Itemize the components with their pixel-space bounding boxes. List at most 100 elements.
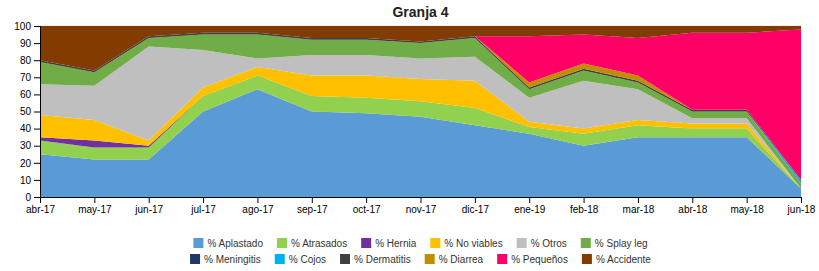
plot: abr-17 may-17 jun-17 jul-17 ago-17 sep-17 oct-…	[14, 21, 816, 215]
tick-label: jun-18	[787, 204, 816, 215]
tick-label: 30	[20, 140, 32, 151]
y-axis: 0 10 20 30 40 50 60 70 80 90 100	[14, 21, 40, 203]
tick-label: abr-17	[26, 204, 55, 215]
tick: 20	[20, 158, 40, 169]
areas	[40, 26, 801, 197]
tick: mar-18	[623, 197, 655, 215]
tick-mark	[34, 146, 40, 147]
tick: may-17	[78, 197, 112, 215]
legend-row: % Aplastado% Atrasados% Hernia% No viabl…	[193, 238, 647, 249]
legend-label: % Atrasados	[291, 238, 347, 249]
legend-item: % Pequeños	[497, 254, 568, 265]
tick-mark	[747, 197, 748, 203]
tick: 70	[20, 72, 40, 83]
legend-item: % Aplastado	[193, 238, 263, 249]
tick: 50	[20, 106, 40, 117]
tick-label: mar-18	[623, 204, 655, 215]
legend-item: % No viables	[430, 238, 502, 249]
legend-item: % Otros	[517, 238, 567, 249]
legend-label: % Accidente	[596, 254, 651, 265]
tick-mark	[34, 60, 40, 61]
axis-line	[34, 27, 41, 198]
tick-mark	[203, 197, 204, 203]
title: Granja 4	[392, 4, 448, 20]
tick: jun-17	[134, 197, 163, 215]
legend-swatch	[193, 238, 203, 248]
legend-swatch	[190, 254, 200, 264]
tick-label: 70	[20, 72, 32, 83]
tick-mark	[257, 197, 258, 203]
tick-mark	[34, 43, 40, 44]
legend: % Aplastado% Atrasados% Hernia% No viabl…	[190, 238, 651, 265]
tick-label: may-17	[78, 204, 112, 215]
tick-label: dic-17	[462, 204, 490, 215]
tick-mark	[529, 197, 530, 203]
legend-label: % Pequeños	[511, 254, 568, 265]
tick: nov-17	[406, 197, 437, 215]
tick-mark	[638, 197, 639, 203]
tick: 90	[20, 38, 40, 49]
legend-item: % Atrasados	[277, 238, 347, 249]
legend-label: % Splay leg	[595, 238, 648, 249]
legend-swatch	[430, 238, 440, 248]
tick-label: nov-17	[406, 204, 437, 215]
legend-swatch	[340, 254, 350, 264]
x-axis: abr-17 may-17 jun-17 jul-17 ago-17 sep-17 oct-…	[26, 197, 816, 215]
tick-mark	[34, 26, 40, 27]
legend-label: % No viables	[444, 238, 502, 249]
tick: ago-17	[242, 197, 274, 215]
legend-item: % Accidente	[582, 254, 651, 265]
tick: jun-18	[787, 197, 816, 215]
tick-label: ene-19	[514, 204, 546, 215]
legend-item: % Meningitis	[190, 254, 261, 265]
legend-row: % Meningitis% Cojos% Dermatitis% Diarrea…	[190, 254, 651, 265]
tick-label: jul-17	[190, 204, 216, 215]
tick-label: feb-18	[570, 204, 599, 215]
tick-mark	[34, 77, 40, 78]
tick-label: 40	[20, 123, 32, 134]
tick-mark	[34, 180, 40, 181]
tick-label: oct-17	[353, 204, 381, 215]
tick-mark	[34, 197, 40, 198]
legend-swatch	[517, 238, 527, 248]
tick-mark	[34, 129, 40, 130]
chart: Granja 4 abr-17 may-17 jun-17 jul-17 ago-17 se…	[0, 0, 819, 271]
tick-label: 10	[20, 175, 32, 186]
tick-label: ago-17	[242, 204, 274, 215]
legend-swatch	[581, 238, 591, 248]
legend-label: % Otros	[531, 238, 567, 249]
tick: jul-17	[190, 197, 216, 215]
tick: 100	[14, 21, 40, 32]
legend-label: % Aplastado	[207, 238, 263, 249]
area	[40, 29, 801, 179]
tick-label: 100	[14, 21, 31, 32]
legend-label: % Diarrea	[439, 254, 484, 265]
tick-label: 50	[20, 106, 32, 117]
legend-swatch	[275, 254, 285, 264]
tick-mark	[34, 163, 40, 164]
legend-swatch	[425, 254, 435, 264]
tick-label: 0	[25, 192, 31, 203]
tick: oct-17	[353, 197, 381, 215]
tick-mark	[312, 197, 313, 203]
tick: 80	[20, 55, 40, 66]
tick: dic-17	[462, 197, 490, 215]
tick-label: 60	[20, 89, 32, 100]
tick-mark	[475, 197, 476, 203]
legend-swatch	[277, 238, 287, 248]
tick: sep-17	[297, 197, 328, 215]
legend-swatch	[497, 254, 507, 264]
tick: feb-18	[570, 197, 599, 215]
tick-mark	[421, 197, 422, 203]
tick-label: may-18	[730, 204, 764, 215]
tick-label: jun-17	[134, 204, 163, 215]
legend-label: % Dermatitis	[354, 254, 411, 265]
area	[40, 26, 801, 70]
legend-swatch	[582, 254, 592, 264]
legend-item: % Diarrea	[425, 254, 484, 265]
legend-item: % Splay leg	[581, 238, 648, 249]
tick-label: 80	[20, 55, 32, 66]
tick: may-18	[730, 197, 764, 215]
tick-label: 90	[20, 38, 32, 49]
tick: 60	[20, 89, 40, 100]
